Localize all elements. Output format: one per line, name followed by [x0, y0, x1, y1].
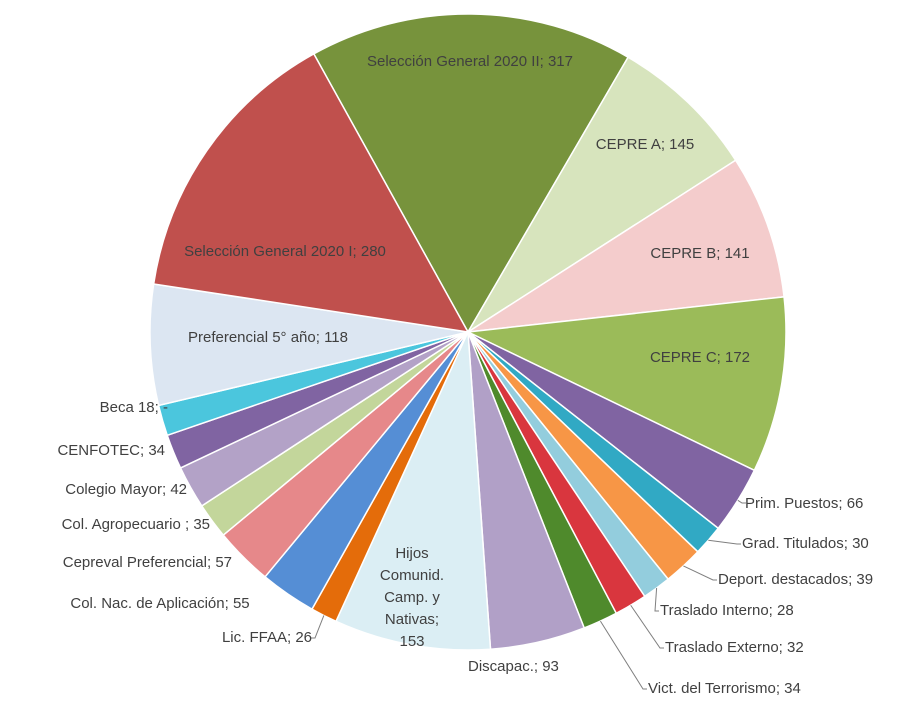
value-label: 34: [784, 680, 801, 697]
category-name: Deport. destacados;: [718, 571, 853, 588]
category-name: Selección General 2020 II;: [367, 53, 544, 70]
leader-line: [654, 587, 659, 612]
leader-line: [737, 499, 746, 504]
category-name: Traslado Externo;: [665, 639, 783, 656]
data-label: Vict. del Terrorismo; 34: [648, 675, 868, 702]
value-label: 317: [547, 53, 573, 70]
value-label: -: [163, 399, 168, 416]
category-name: Grad. Titulados;: [742, 535, 848, 552]
leader-line: [683, 565, 717, 581]
pie-slice: [467, 159, 785, 333]
data-label: Deport. destacados; 39: [718, 566, 908, 593]
data-label: Selección General 2020 I; 280: [165, 238, 405, 265]
data-label: Traslado Externo; 32: [665, 634, 865, 661]
category-name: Col. Nac. de Aplicación;: [70, 595, 229, 612]
category-name: Colegio Mayor;: [65, 481, 167, 498]
value-label: 34: [148, 442, 165, 459]
category-name: Vict. del Terrorismo;: [648, 680, 780, 697]
value-label: 93: [542, 658, 559, 675]
data-label: Lic. FFAA; 26: [172, 624, 312, 651]
data-label: CEPRE C; 172: [600, 344, 800, 371]
leader-line: [600, 620, 647, 690]
data-label: CENFOTEC; 34: [5, 437, 165, 464]
category-name: Prim. Puestos;: [745, 495, 843, 512]
value-label: 280: [360, 243, 386, 260]
category-name: CEPRE C;: [649, 349, 721, 366]
category-name: Beca 18;: [99, 399, 159, 416]
data-label: CEPRE A; 145: [545, 131, 745, 158]
leader-line: [630, 604, 664, 649]
data-label: Beca 18; -: [48, 394, 168, 421]
data-label: Discapac.; 93: [468, 653, 608, 680]
value-label: 42: [170, 481, 187, 498]
category-name: Selección General 2020 I;: [184, 243, 357, 260]
value-label: 118: [324, 329, 348, 346]
category-name: Preferencial 5° año;: [187, 329, 320, 346]
value-label: 55: [232, 595, 250, 612]
value-label: 28: [777, 602, 794, 619]
pie-slice: [312, 13, 630, 334]
pie-slice: [335, 331, 492, 651]
data-label: CEPRE B; 141: [600, 240, 800, 267]
category-name: CENFOTEC;: [57, 442, 145, 459]
value-label: 153: [399, 633, 425, 650]
category-name: Lic. FFAA;: [221, 629, 292, 646]
category-name: Discapac.;: [468, 658, 539, 675]
data-label: Col. Nac. de Aplicación; 55: [40, 590, 280, 617]
pie-slice: [465, 296, 787, 472]
category-name: Traslado Interno;: [660, 602, 773, 619]
category-name: CEPRE B;: [650, 245, 721, 262]
value-label: 145: [669, 136, 695, 153]
data-label: Hijos Comunid. Camp. y Nativas; 153: [373, 543, 451, 653]
value-label: 57: [215, 554, 232, 571]
data-label: Preferencial 5° año; 118: [138, 324, 398, 351]
data-label: Col. Agropecuario ; 35: [10, 511, 210, 538]
category-name: CEPRE A;: [595, 136, 665, 153]
data-label: Grad. Titulados; 30: [742, 530, 912, 557]
leader-line: [708, 539, 741, 545]
value-label: 32: [787, 639, 804, 656]
data-label: Selección General 2020 II; 317: [335, 48, 605, 75]
value-label: 26: [295, 629, 312, 646]
value-label: 66: [846, 495, 864, 512]
category-name: Col. Agropecuario ;: [61, 516, 190, 533]
pie-slice: [467, 56, 737, 333]
pie-slice: [149, 283, 469, 407]
pie-slice: [152, 52, 470, 333]
data-label: Colegio Mayor; 42: [7, 476, 187, 503]
leader-line: [311, 615, 325, 639]
value-label: 30: [852, 535, 869, 552]
value-label: 35: [193, 516, 210, 533]
value-label: 141: [724, 245, 750, 262]
value-label: 39: [856, 571, 874, 588]
data-label: Prim. Puestos; 66: [745, 490, 912, 517]
data-label: Traslado Interno; 28: [660, 597, 860, 624]
category-name: Hijos Comunid. Camp. y Nativas;: [379, 545, 445, 628]
data-label: Cepreval Preferencial; 57: [2, 549, 232, 576]
value-label: 172: [725, 349, 751, 366]
category-name: Cepreval Preferencial;: [62, 554, 212, 571]
